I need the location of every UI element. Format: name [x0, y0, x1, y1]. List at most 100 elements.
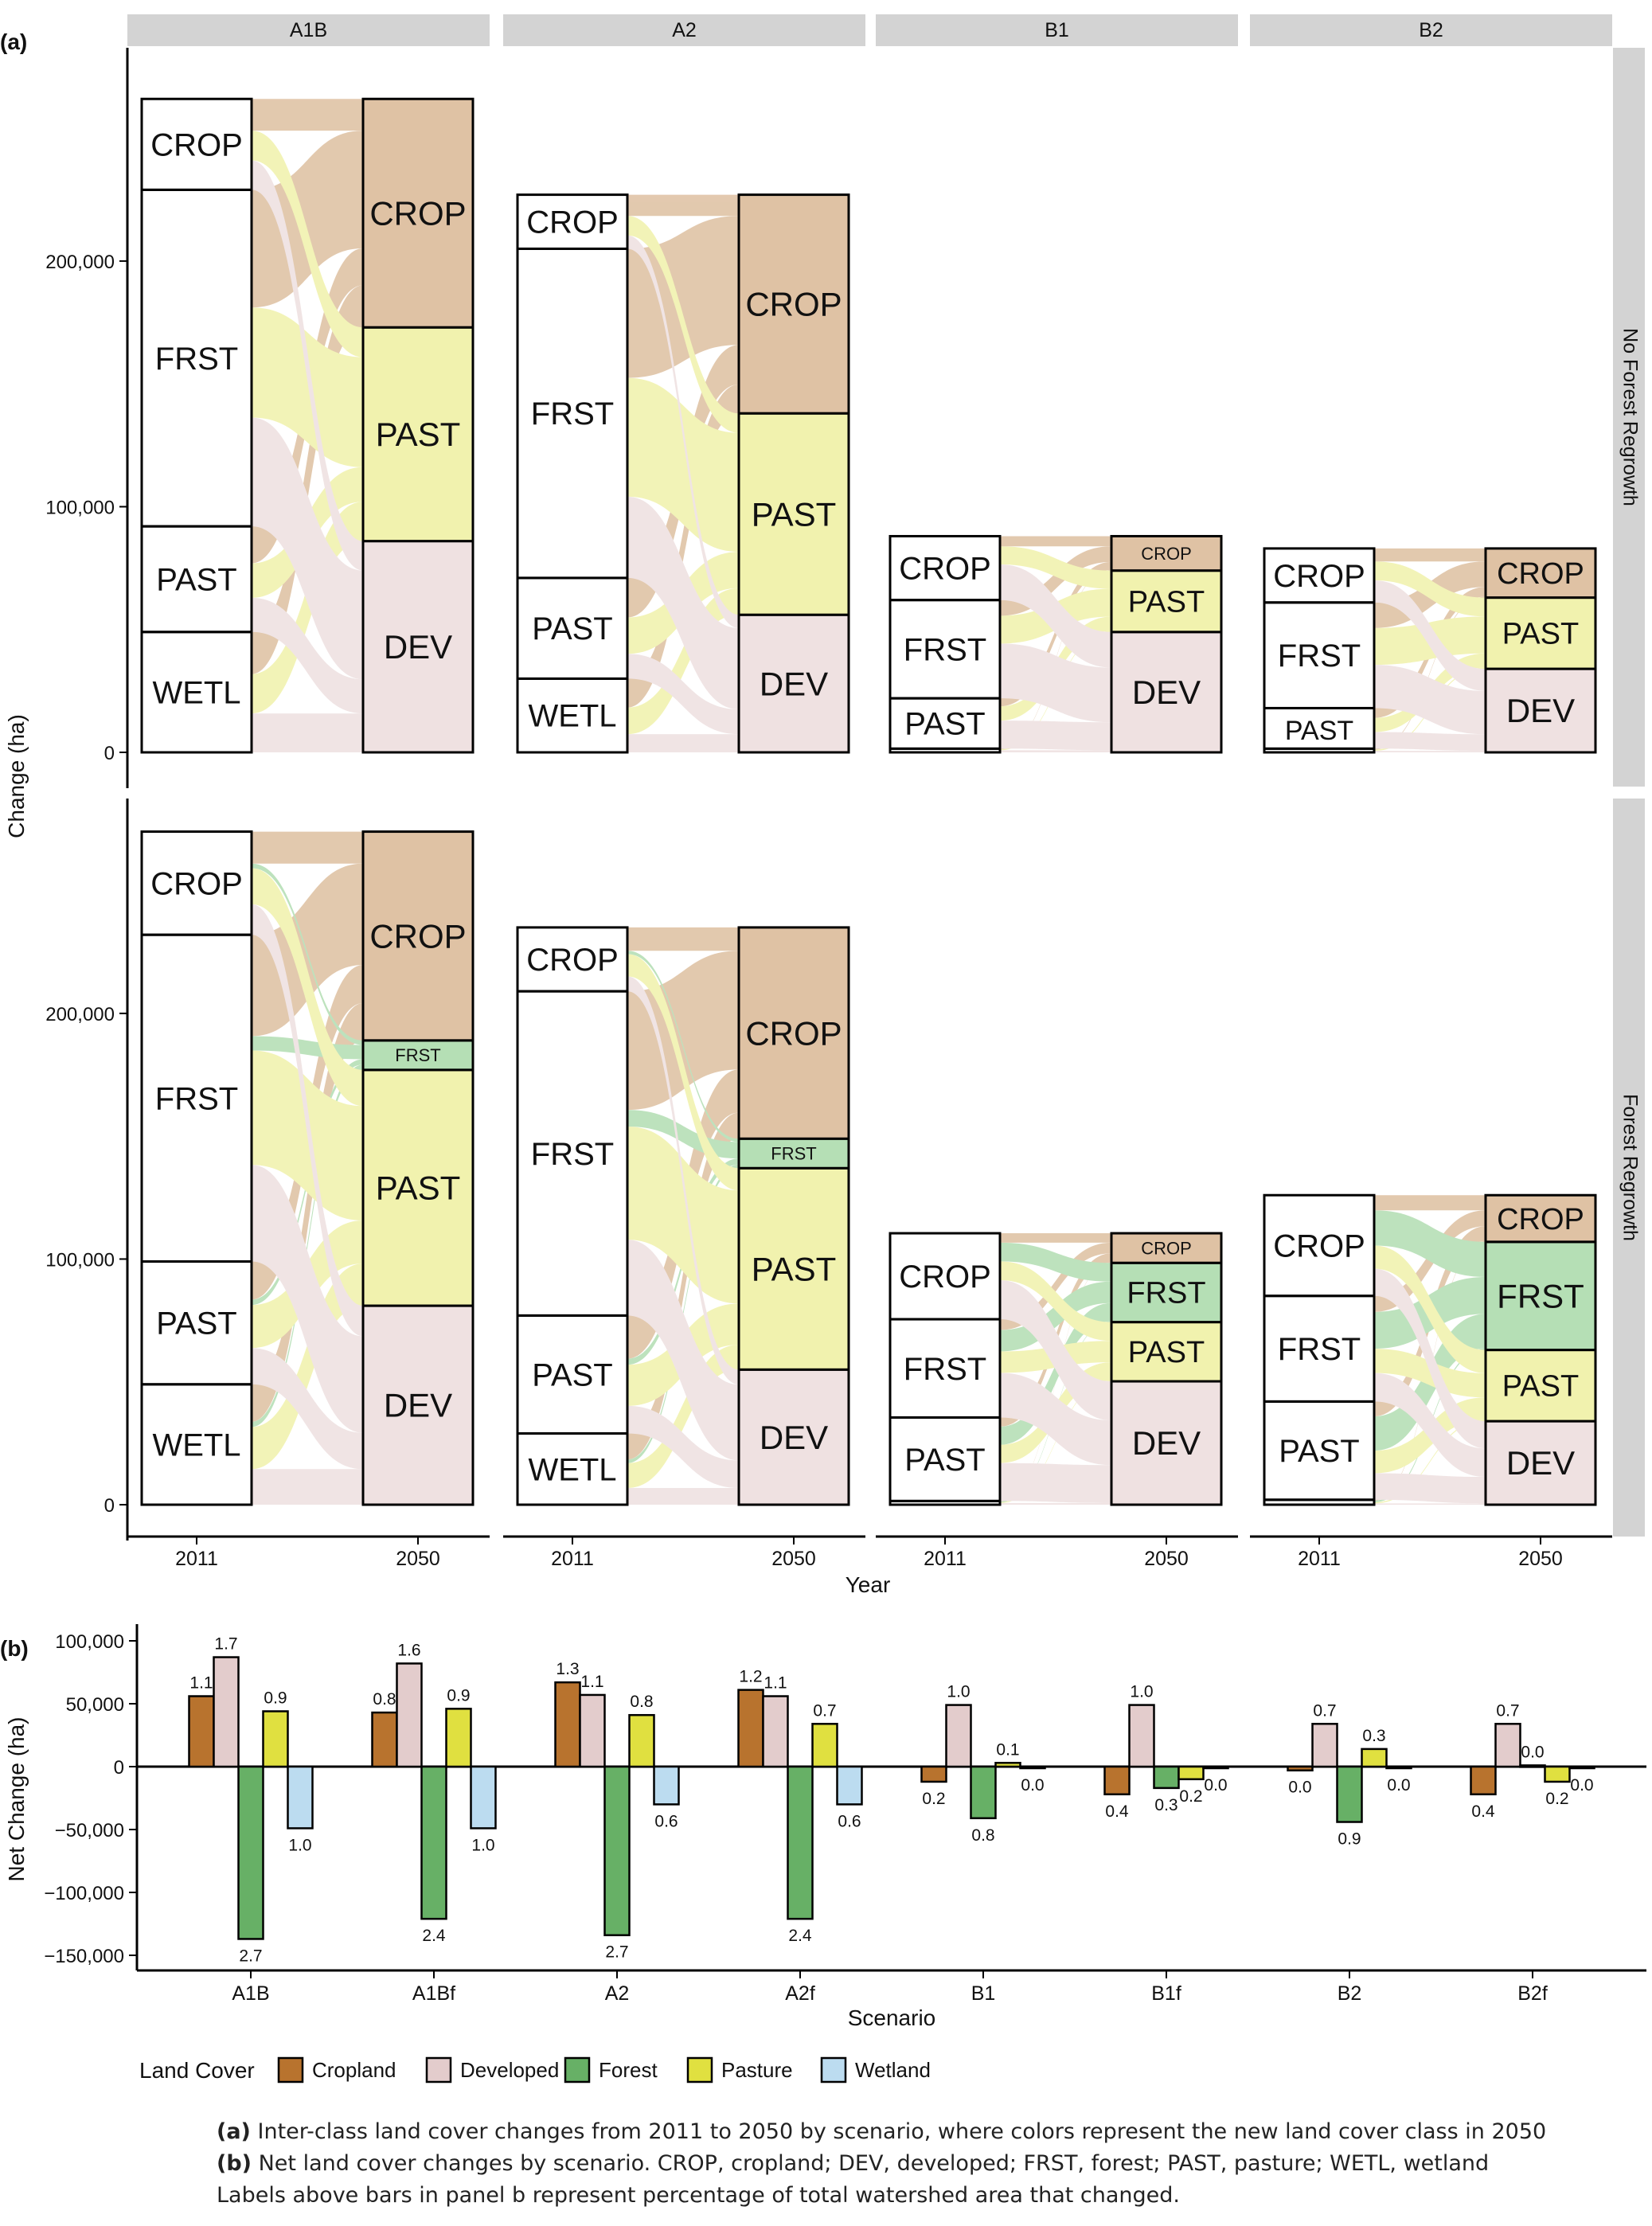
- bar-data-label: 0.3: [1362, 1727, 1385, 1745]
- stratum-2011-crop: [888, 534, 1002, 602]
- flow-band: [627, 1405, 739, 1489]
- bar-pasture: [1361, 1748, 1388, 1768]
- facet-label-b2: B2: [1419, 19, 1443, 41]
- stratum-2011-crop: [888, 1232, 1002, 1321]
- bar-data-label: 0.9: [264, 1689, 287, 1707]
- flow-band: [1000, 536, 1111, 547]
- bar-forest: [970, 1765, 997, 1820]
- bar-cropland: [1470, 1765, 1497, 1796]
- bar-data-label: 0.7: [813, 1701, 836, 1720]
- legend-swatch-developed: [425, 2056, 452, 2083]
- flow-band: [252, 417, 363, 680]
- flow-band: [627, 194, 739, 217]
- stratum-2050-frst: [737, 1137, 850, 1170]
- stratum-label-2011: CROP: [1273, 559, 1365, 594]
- bar-data-label: 0.4: [1471, 1802, 1495, 1821]
- stratum-2011-crop: [516, 193, 629, 250]
- flow-band: [1374, 548, 1486, 562]
- flow-band: [252, 1002, 363, 1422]
- bar-data-label: 0.0: [1521, 1743, 1544, 1761]
- panel-b-x-tick-label: B2: [1338, 1982, 1362, 2005]
- stratum-2050-crop: [1110, 1232, 1223, 1264]
- bar-wetland: [653, 1765, 680, 1806]
- flow-band: [1000, 1281, 1111, 1352]
- stratum-label-2050: PAST: [1128, 1336, 1205, 1369]
- panel-a-xlabel: Year: [846, 1572, 891, 1597]
- flow-band: [627, 216, 739, 433]
- stratum-2050-crop: [737, 193, 850, 415]
- flow-band: [627, 1240, 739, 1461]
- bar-data-label: 2.7: [605, 1943, 628, 1962]
- facet-strip-a1b: [127, 14, 490, 46]
- flow-group-7: [1374, 1195, 1486, 1505]
- bar-pasture: [628, 1713, 655, 1768]
- bar-developed: [1311, 1723, 1338, 1768]
- bar-pasture: [262, 1710, 289, 1768]
- flow-band: [1374, 1373, 1486, 1478]
- flow-band: [627, 1112, 739, 1460]
- panel-b-x-tick-label: A1Bf: [412, 1982, 455, 2005]
- figure-caption: (a) Inter-class land cover changes from …: [217, 2116, 1634, 2212]
- flow-band: [1374, 1195, 1486, 1211]
- stratum-label-2050: CROP: [1497, 557, 1584, 591]
- caption-line-a: (a) Inter-class land cover changes from …: [217, 2119, 1547, 2144]
- stratum-label-2011: PAST: [1279, 1434, 1360, 1469]
- bar-cropland: [1103, 1765, 1131, 1796]
- flow-band: [1374, 1503, 1486, 1505]
- bar-cropland: [371, 1711, 398, 1768]
- stratum-label-2050: PAST: [1502, 1370, 1579, 1404]
- bar-data-label: 0.0: [1021, 1776, 1044, 1794]
- stratum-label-2050: CROP: [1141, 1238, 1192, 1258]
- flow-band: [252, 868, 363, 1107]
- flow-band: [627, 216, 739, 378]
- bar-cropland: [554, 1681, 581, 1768]
- flow-band: [1374, 1268, 1486, 1449]
- facet-strip-b2: [1250, 14, 1612, 46]
- bar-developed: [1128, 1704, 1155, 1768]
- x-tick-label: 2050: [396, 1548, 440, 1570]
- panel-b-x-tick-label: B1f: [1151, 1982, 1181, 2005]
- stratum-label-2011: FRST: [155, 1081, 238, 1116]
- bar-data-label: 2.4: [422, 1927, 446, 1945]
- bar-data-label: 2.4: [788, 1927, 812, 1945]
- bar-data-label: 0.2: [1179, 1787, 1202, 1806]
- flow-band: [627, 1126, 739, 1304]
- x-tick-label: 2011: [551, 1548, 594, 1570]
- bar-forest: [1153, 1765, 1180, 1790]
- stratum-2050-crop: [1110, 534, 1223, 572]
- stratum-label-2050: FRST: [395, 1045, 440, 1065]
- bar-forest: [237, 1765, 264, 1940]
- bar-wetland: [470, 1765, 497, 1830]
- legend-swatch-wetland: [820, 2056, 847, 2083]
- flow-band: [1374, 1210, 1486, 1278]
- facet-label-b1: B1: [1045, 19, 1069, 41]
- stratum-2050-crop: [1484, 547, 1597, 599]
- legend-label-cropland: Cropland: [312, 2058, 396, 2082]
- bar-data-label: 0.1: [996, 1740, 1019, 1759]
- panel-b-x-tick-label: B2f: [1517, 1982, 1548, 2005]
- stratum-label-2011: WETL: [152, 1427, 240, 1463]
- stratum-2011-crop: [140, 830, 253, 936]
- stratum-label-2011: PAST: [532, 1357, 613, 1392]
- flow-band: [1000, 750, 1111, 752]
- stratum-label-2050: DEV: [1506, 1444, 1575, 1482]
- bar-data-label: 1.0: [288, 1836, 311, 1854]
- stratum-label-2011: CROP: [526, 943, 619, 978]
- stratum-label-2050: PAST: [1128, 586, 1205, 619]
- caption-line-b: (b) Net land cover changes by scenario. …: [217, 2151, 1490, 2176]
- bar-data-label: 0.7: [1313, 1701, 1336, 1720]
- stratum-2050-past: [1484, 596, 1597, 670]
- stratum-2050-past: [737, 412, 850, 616]
- flow-band: [252, 831, 363, 864]
- stratum-label-2050: CROP: [1141, 544, 1192, 564]
- bar-wetland: [1202, 1765, 1229, 1770]
- stratum-2011-crop: [1263, 1193, 1376, 1298]
- stratum-label-2050: PAST: [376, 416, 461, 453]
- y-tick-label: 100,000: [45, 497, 115, 518]
- panel-b-xlabel: Scenario: [848, 2005, 936, 2030]
- bar-data-label: 0.7: [1496, 1701, 1519, 1720]
- flow-band: [1000, 1279, 1111, 1421]
- panel-b-y-tick-label: −50,000: [55, 1820, 124, 1841]
- stratum-label-2050: DEV: [1132, 674, 1201, 711]
- flow-band: [627, 1488, 739, 1505]
